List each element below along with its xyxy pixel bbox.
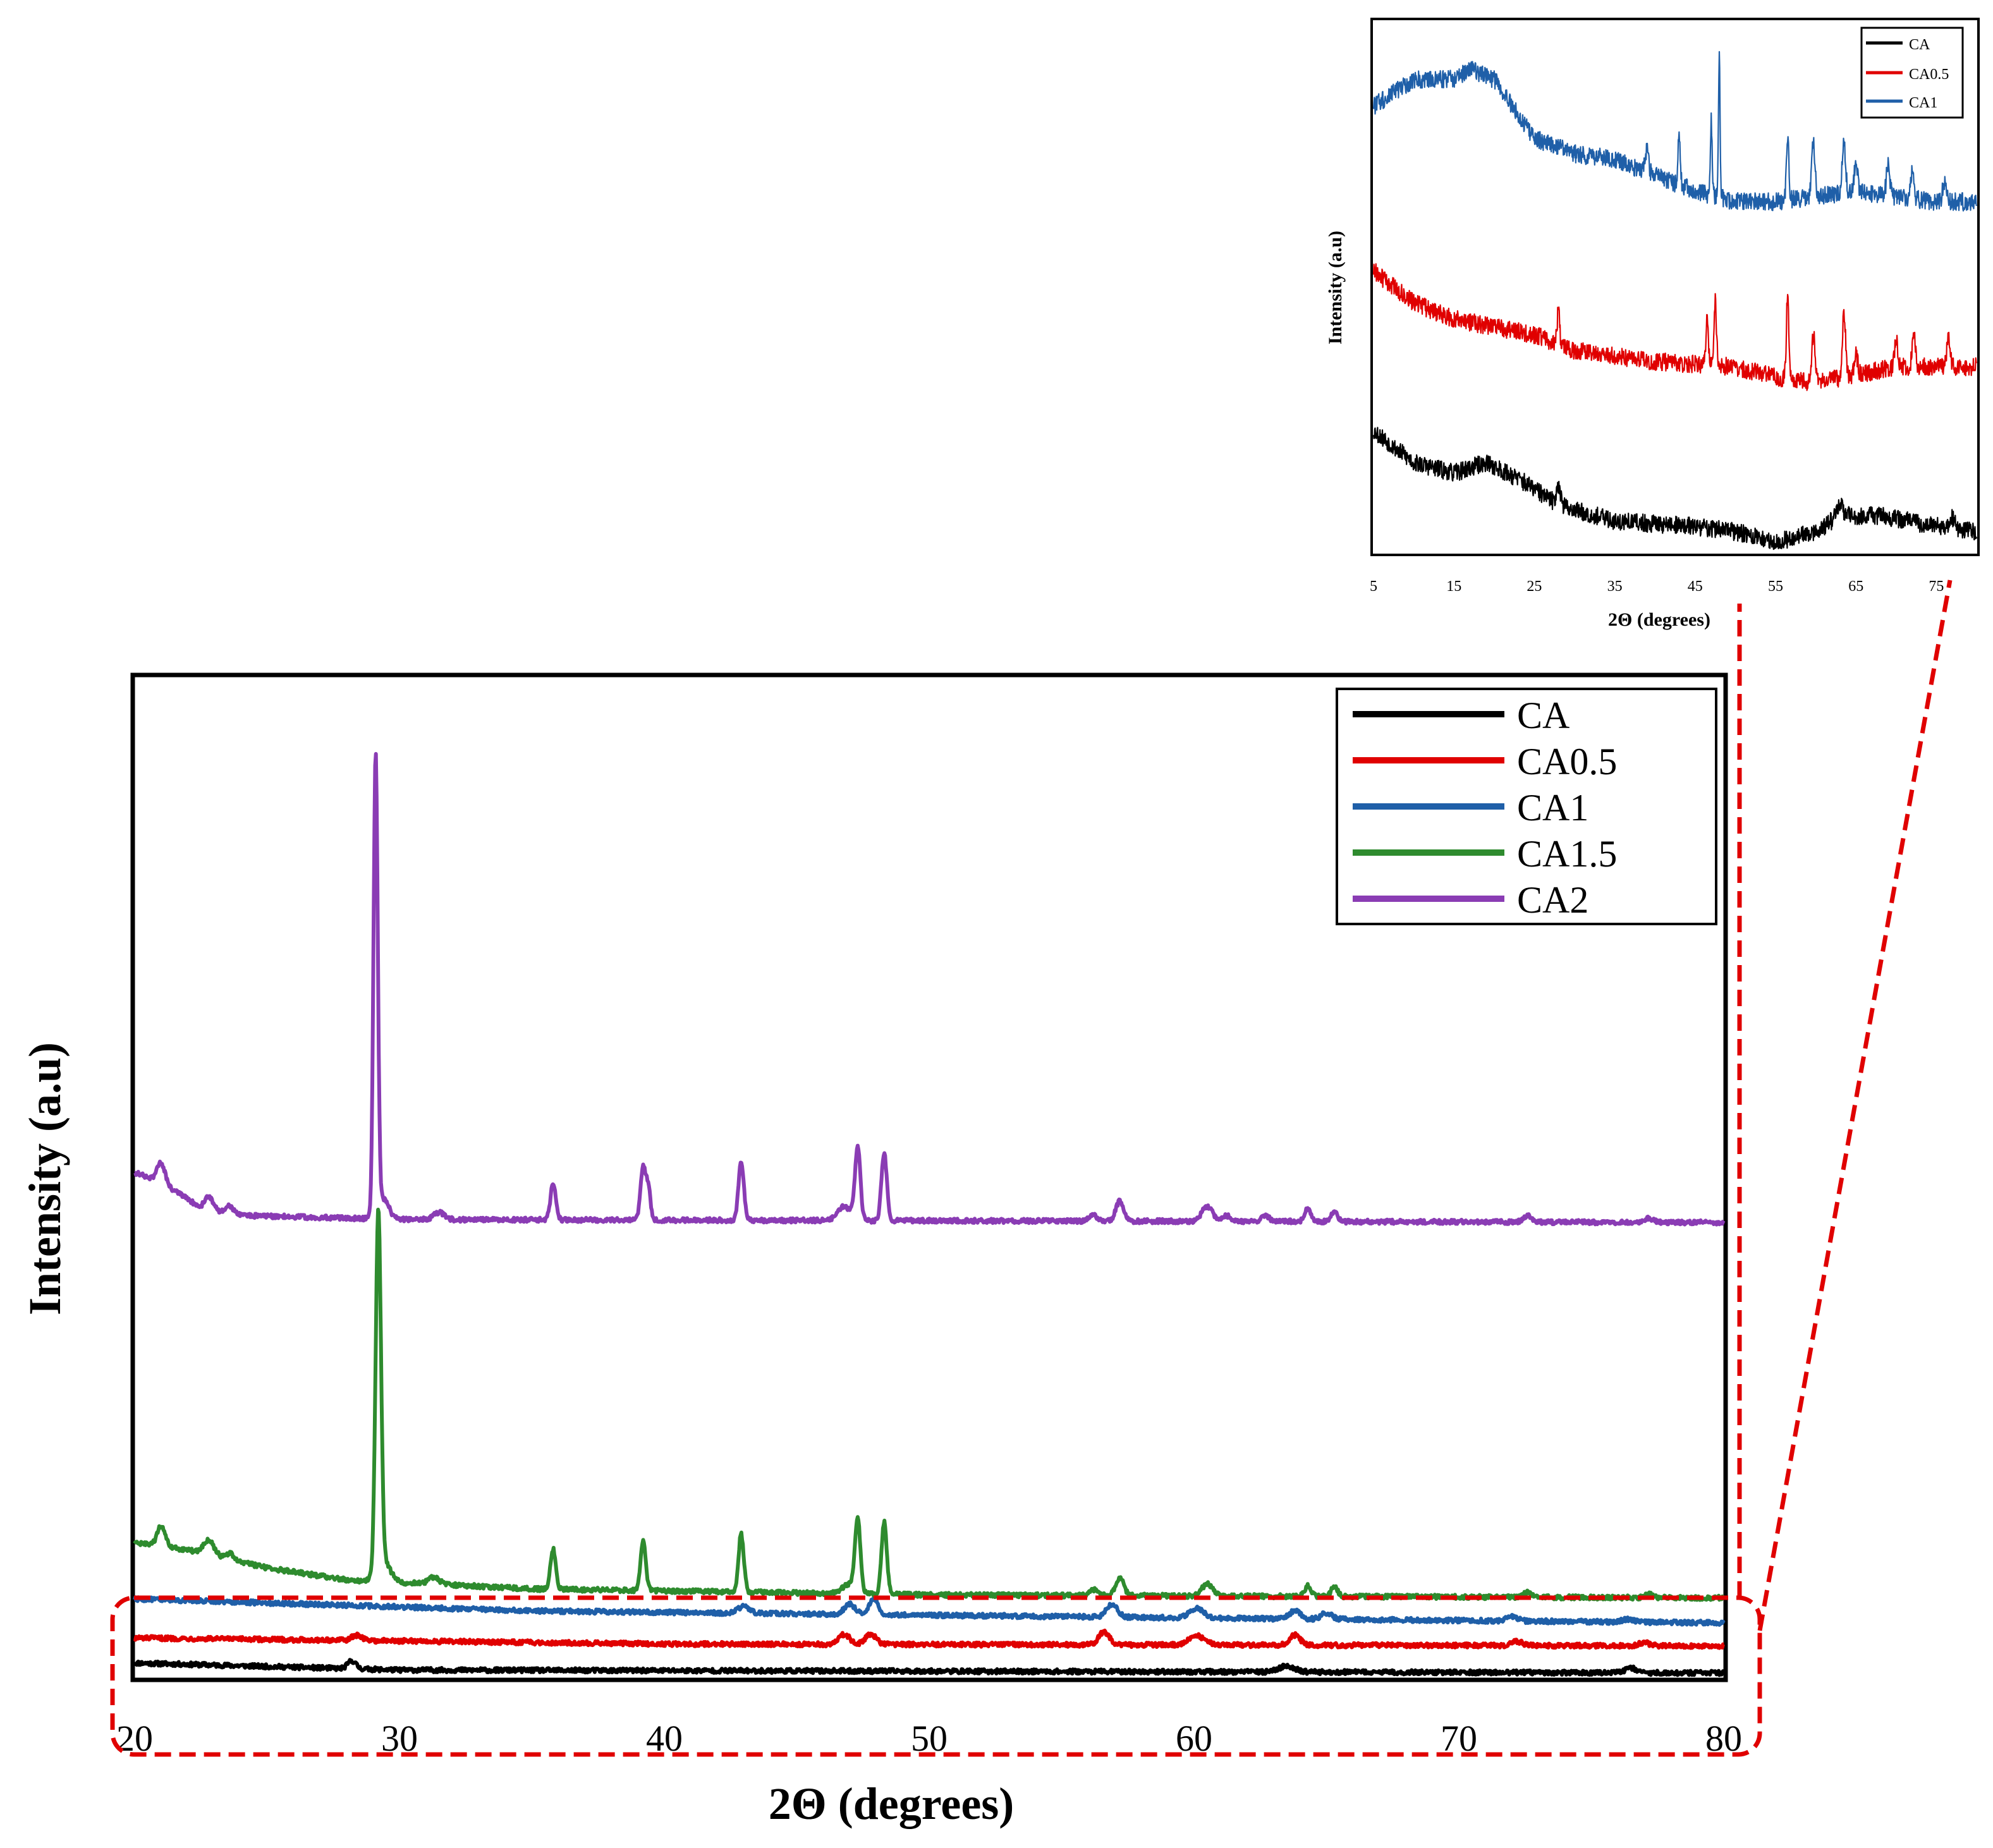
inset-series-group [1372,51,1978,550]
inset-x-tick-label: 75 [1929,578,1944,595]
main-series-line-ca1 [133,1595,1726,1627]
main-legend-label-ca0-5: CA0.5 [1517,741,1617,782]
main-legend-label-ca2: CA2 [1517,879,1588,921]
inset-series-line-ca [1372,427,1978,550]
inset-x-tick-label: 15 [1446,578,1461,595]
main-x-tick-label: 20 [116,1718,153,1759]
zoom-highlight [110,580,1953,1757]
main-legend-label-ca1-5: CA1.5 [1517,833,1617,875]
inset-x-tick-label: 65 [1848,578,1863,595]
main-legend: CA CA0.5 CA1 CA1.5 CA2 [1336,688,1717,925]
inset-x-tick-label: 55 [1768,578,1783,595]
inset-x-tick-label: 5 [1370,578,1377,595]
main-series-line-ca1-5 [133,1207,1726,1602]
inset-legend-label-ca: CA [1909,37,1930,53]
zoom-connector-right [1757,580,1953,1631]
main-chart: CA CA0.5 CA1 CA1.5 CA2 20 30 40 50 60 70 80 2Θ… [20,672,1742,1829]
inset-x-tick-labels: 5 15 25 35 45 55 65 75 [1370,578,1944,595]
inset-legend-label-ca1: CA1 [1909,95,1937,111]
inset-series-line-ca1 [1372,51,1978,212]
inset-x-axis-label: 2Θ (degrees) [1608,609,1710,630]
main-x-tick-label: 60 [1176,1718,1212,1759]
main-series-group [133,751,1726,1677]
main-x-tick-label: 30 [381,1718,418,1759]
main-x-tick-labels: 20 30 40 50 60 70 80 [116,1718,1742,1759]
inset-legend: CA CA0.5 CA1 [1860,27,1964,119]
inset-chart: CA CA0.5 CA1 5 15 25 35 45 55 65 75 2Θ (degrees… [1325,18,1980,630]
main-x-tick-label: 70 [1441,1718,1477,1759]
main-x-axis-label: 2Θ (degrees) [769,1778,1015,1829]
inset-x-tick-label: 25 [1527,578,1542,595]
main-legend-label-ca: CA [1517,695,1569,736]
main-legend-label-ca1: CA1 [1517,787,1588,829]
main-series-line-ca [133,1658,1726,1677]
main-y-axis-label: Intensity (a.u) [20,1042,70,1315]
zoom-region-box [110,1595,1762,1757]
inset-x-tick-label: 35 [1607,578,1623,595]
inset-series-line-ca0-5 [1372,263,1978,391]
main-x-tick-label: 50 [911,1718,948,1759]
main-series-line-ca0-5 [133,1628,1725,1650]
inset-y-axis-label: Intensity (a.u) [1325,231,1346,344]
main-x-tick-label: 80 [1705,1718,1742,1759]
main-x-tick-label: 40 [646,1718,683,1759]
inset-legend-label-ca0-5: CA0.5 [1909,66,1949,83]
main-series-line-ca2 [133,751,1726,1227]
inset-x-tick-label: 45 [1688,578,1703,595]
